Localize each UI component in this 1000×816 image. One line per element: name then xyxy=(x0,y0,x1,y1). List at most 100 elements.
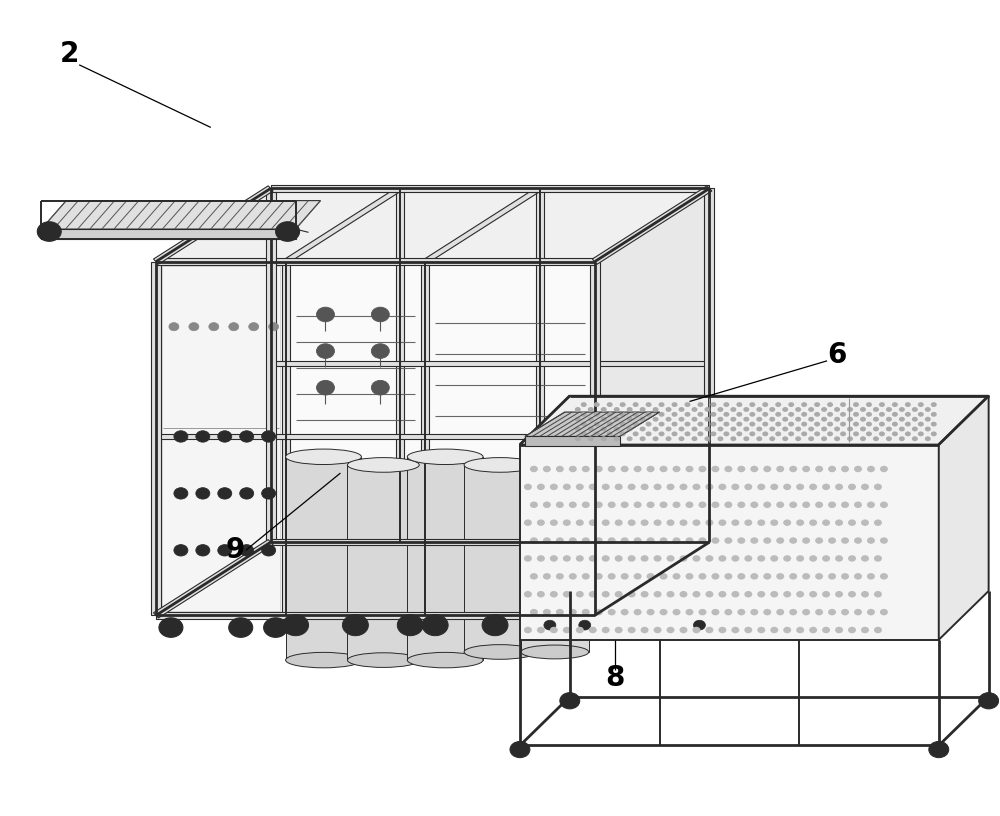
Circle shape xyxy=(762,422,768,427)
Circle shape xyxy=(724,573,732,579)
Circle shape xyxy=(814,432,820,437)
Circle shape xyxy=(595,502,603,508)
Circle shape xyxy=(879,422,885,427)
Circle shape xyxy=(822,591,830,597)
Circle shape xyxy=(892,432,898,437)
Polygon shape xyxy=(704,188,714,542)
Circle shape xyxy=(556,537,564,543)
Circle shape xyxy=(743,417,749,422)
Circle shape xyxy=(660,573,668,579)
Circle shape xyxy=(809,627,817,633)
Circle shape xyxy=(537,614,563,636)
Circle shape xyxy=(840,412,846,417)
Circle shape xyxy=(589,520,597,526)
Circle shape xyxy=(854,573,862,579)
Circle shape xyxy=(886,437,892,441)
Circle shape xyxy=(634,537,642,543)
Circle shape xyxy=(744,520,752,526)
Circle shape xyxy=(697,412,703,417)
Circle shape xyxy=(756,407,762,412)
Circle shape xyxy=(730,407,736,412)
Circle shape xyxy=(717,427,723,432)
Circle shape xyxy=(723,422,729,427)
Circle shape xyxy=(795,407,801,412)
Circle shape xyxy=(575,427,581,432)
Circle shape xyxy=(775,432,781,437)
Circle shape xyxy=(861,591,869,597)
Circle shape xyxy=(550,520,558,526)
Circle shape xyxy=(588,427,594,432)
Circle shape xyxy=(317,344,334,358)
Circle shape xyxy=(783,591,791,597)
Circle shape xyxy=(240,544,254,556)
Circle shape xyxy=(371,380,389,395)
Circle shape xyxy=(788,432,794,437)
Circle shape xyxy=(602,520,610,526)
Circle shape xyxy=(899,407,905,412)
Circle shape xyxy=(659,422,665,427)
Circle shape xyxy=(646,412,652,417)
Circle shape xyxy=(601,437,607,441)
Circle shape xyxy=(736,432,742,437)
Circle shape xyxy=(582,466,590,472)
Circle shape xyxy=(731,520,739,526)
Circle shape xyxy=(563,484,571,490)
Circle shape xyxy=(730,417,736,422)
Circle shape xyxy=(775,422,781,427)
Circle shape xyxy=(840,422,846,427)
Circle shape xyxy=(489,620,501,630)
Circle shape xyxy=(692,520,700,526)
Circle shape xyxy=(841,609,849,615)
Circle shape xyxy=(680,520,687,526)
Circle shape xyxy=(575,417,581,422)
Circle shape xyxy=(653,407,659,412)
Circle shape xyxy=(815,502,823,508)
Circle shape xyxy=(550,555,558,561)
Circle shape xyxy=(615,555,623,561)
Circle shape xyxy=(397,614,423,636)
Circle shape xyxy=(828,537,836,543)
Circle shape xyxy=(673,537,680,543)
Circle shape xyxy=(853,412,859,417)
Circle shape xyxy=(756,437,762,441)
Circle shape xyxy=(576,627,584,633)
Circle shape xyxy=(718,627,726,633)
Circle shape xyxy=(783,555,791,561)
Polygon shape xyxy=(156,188,709,262)
Polygon shape xyxy=(153,539,273,618)
Circle shape xyxy=(789,502,797,508)
Circle shape xyxy=(847,427,853,432)
Circle shape xyxy=(679,417,684,422)
Circle shape xyxy=(809,520,817,526)
Circle shape xyxy=(828,609,836,615)
Circle shape xyxy=(782,407,788,412)
Ellipse shape xyxy=(464,645,536,659)
Circle shape xyxy=(594,432,600,437)
Circle shape xyxy=(530,502,538,508)
Circle shape xyxy=(912,427,918,432)
Circle shape xyxy=(602,555,610,561)
Circle shape xyxy=(680,591,687,597)
Circle shape xyxy=(698,466,706,472)
Polygon shape xyxy=(271,361,400,366)
Circle shape xyxy=(680,555,687,561)
Circle shape xyxy=(697,402,703,407)
Polygon shape xyxy=(521,473,589,652)
Circle shape xyxy=(744,591,752,597)
Text: 9: 9 xyxy=(226,536,245,565)
Circle shape xyxy=(666,407,672,412)
Circle shape xyxy=(717,407,723,412)
Polygon shape xyxy=(347,465,419,660)
Circle shape xyxy=(892,412,898,417)
Circle shape xyxy=(575,407,581,412)
Circle shape xyxy=(929,742,949,758)
Circle shape xyxy=(912,407,918,412)
Circle shape xyxy=(874,591,882,597)
Circle shape xyxy=(569,609,577,615)
Circle shape xyxy=(853,422,859,427)
Circle shape xyxy=(814,412,820,417)
Circle shape xyxy=(723,402,729,407)
Circle shape xyxy=(867,502,875,508)
Circle shape xyxy=(749,412,755,417)
Circle shape xyxy=(750,502,758,508)
